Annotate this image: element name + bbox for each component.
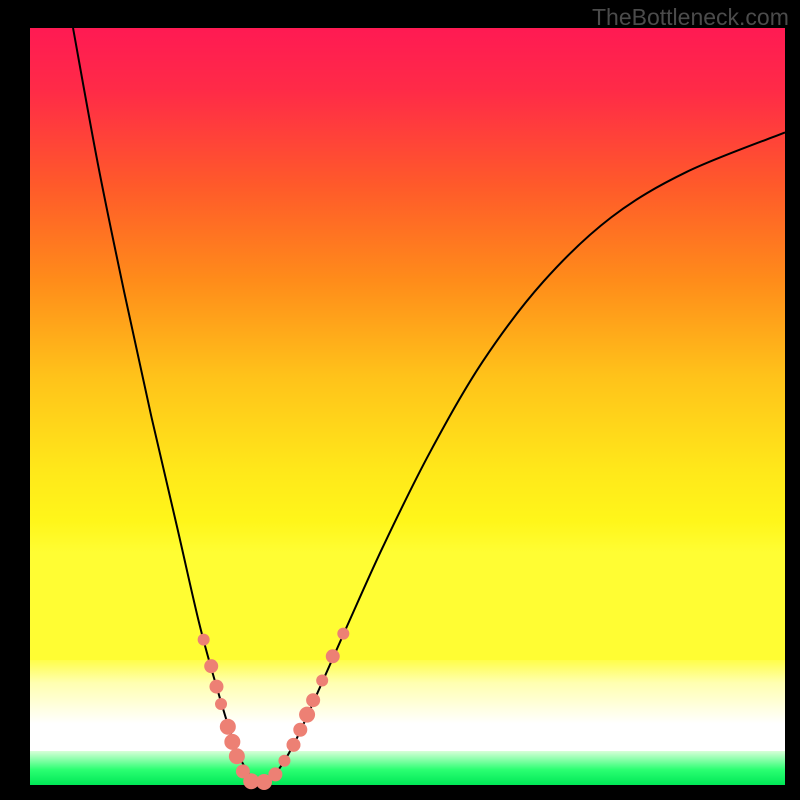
data-marker <box>224 734 240 750</box>
data-marker <box>316 675 328 687</box>
bottleneck-curve-left <box>73 28 260 783</box>
data-marker <box>326 649 340 663</box>
data-marker <box>306 693 320 707</box>
bottleneck-curve-right <box>260 132 785 783</box>
data-marker <box>337 628 349 640</box>
watermark-text: TheBottleneck.com <box>592 4 789 31</box>
data-marker <box>204 659 218 673</box>
chart-svg-layer <box>30 28 785 785</box>
data-marker <box>299 707 315 723</box>
data-marker <box>278 755 290 767</box>
data-marker <box>209 680 223 694</box>
data-marker <box>198 634 210 646</box>
chart-plot-area <box>30 28 785 785</box>
data-marker <box>229 748 245 764</box>
data-marker <box>215 698 227 710</box>
data-marker <box>287 738 301 752</box>
data-marker <box>220 719 236 735</box>
data-marker <box>293 723 307 737</box>
data-marker <box>268 767 282 781</box>
